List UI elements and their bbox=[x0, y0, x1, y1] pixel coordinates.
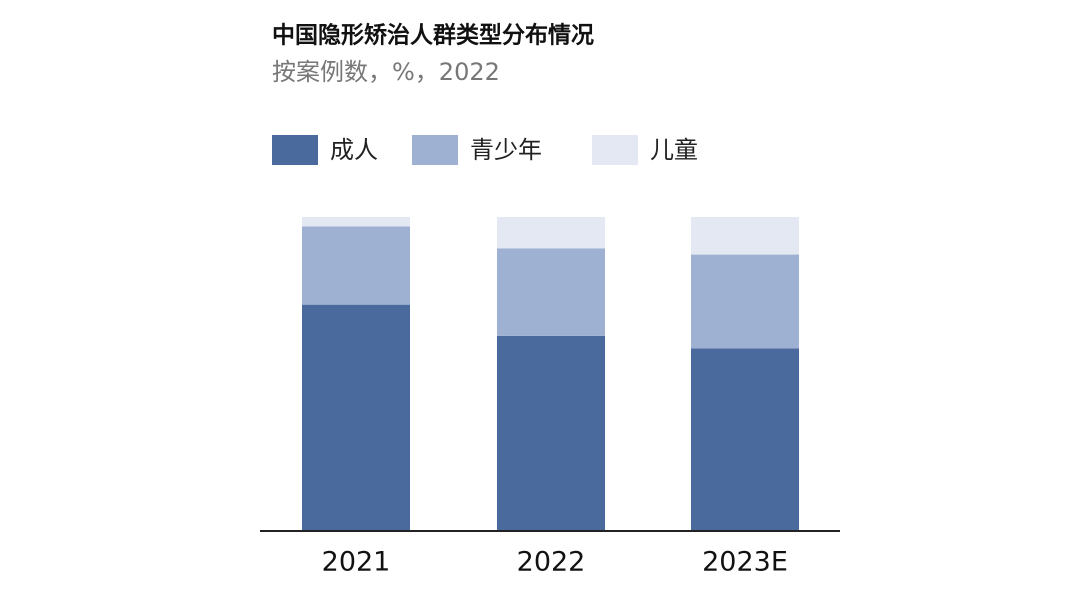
bar-segment bbox=[497, 217, 605, 249]
x-tick-label: 2022 bbox=[517, 547, 586, 578]
legend-swatch bbox=[412, 135, 458, 165]
legend-swatch bbox=[592, 135, 638, 165]
x-tick-label: 2023E bbox=[702, 547, 788, 578]
x-tick-label: 2021 bbox=[322, 547, 391, 578]
bar-segment bbox=[302, 217, 410, 227]
bar-segment bbox=[691, 217, 799, 255]
bar-segment bbox=[302, 226, 410, 305]
bar-segment bbox=[302, 304, 410, 530]
chart-title: 中国隐形矫治人群类型分布情况 bbox=[272, 22, 594, 49]
legend-label: 青少年 bbox=[470, 136, 542, 164]
legend-label: 儿童 bbox=[650, 136, 698, 164]
bar-segment bbox=[691, 254, 799, 349]
bar-segment bbox=[497, 248, 605, 336]
legend-label: 成人 bbox=[330, 136, 378, 164]
bar-segment bbox=[497, 335, 605, 530]
chart-subtitle: 按案例数，%，2022 bbox=[272, 58, 500, 86]
legend-swatch bbox=[272, 135, 318, 165]
bar-segment bbox=[691, 348, 799, 530]
